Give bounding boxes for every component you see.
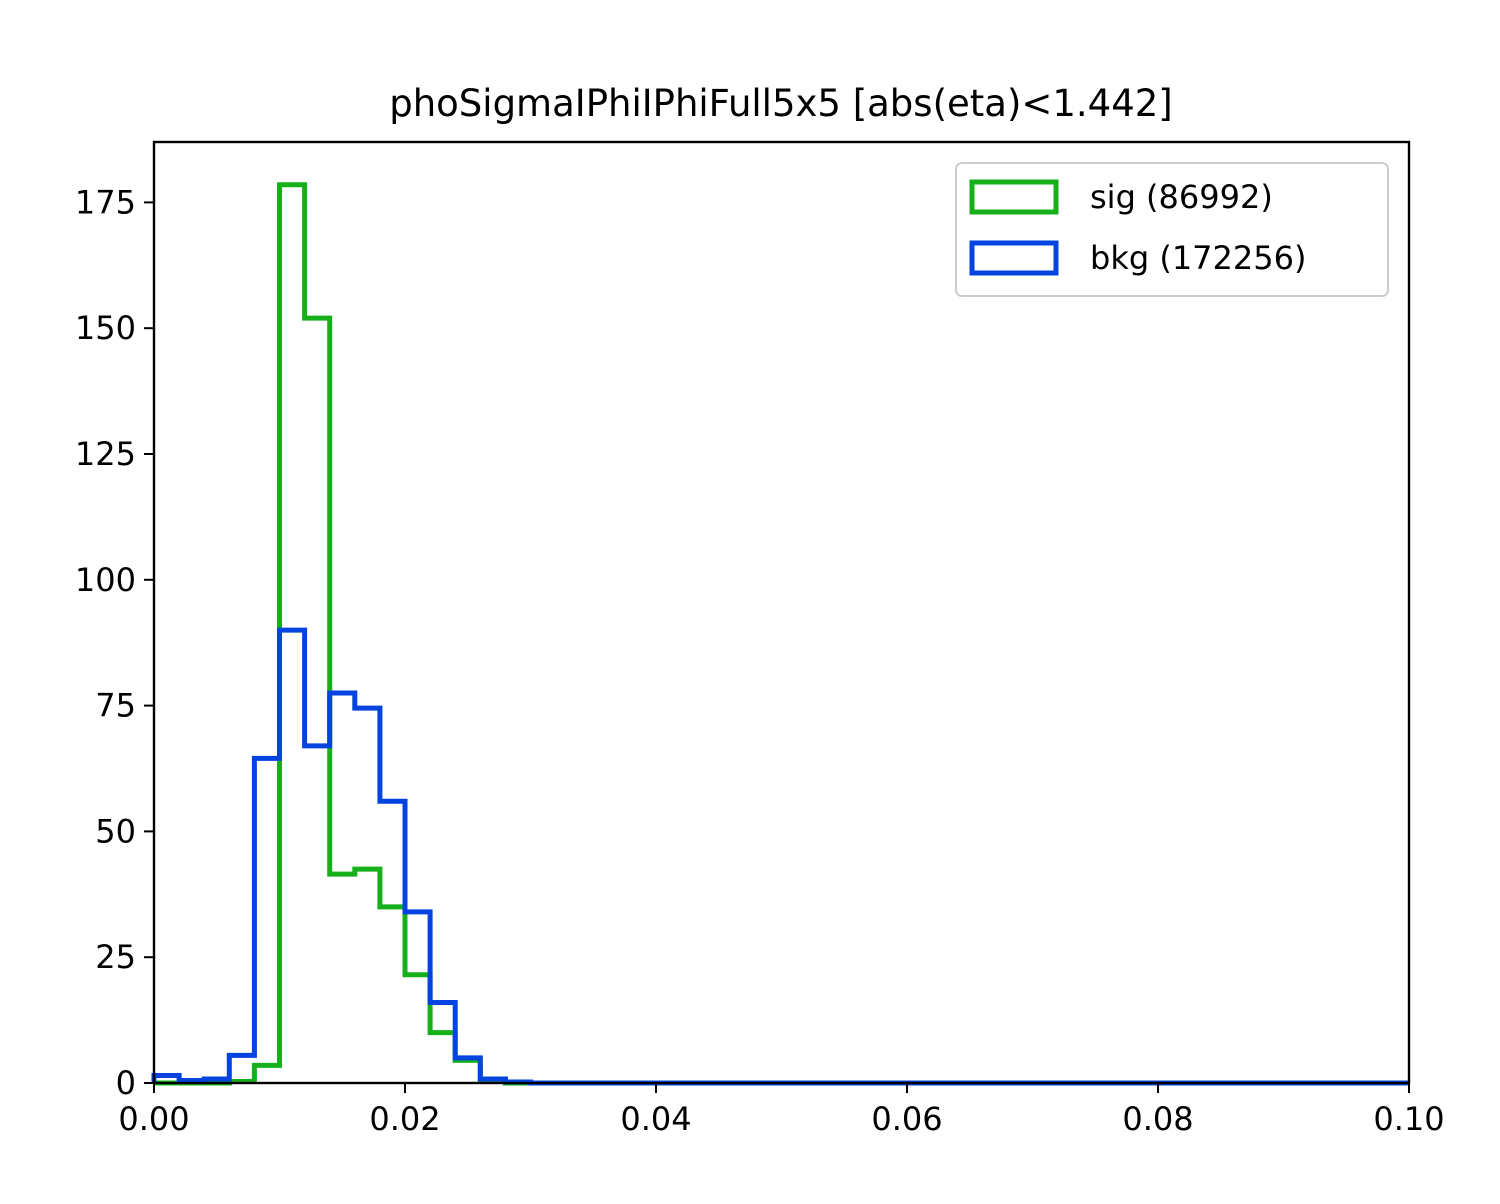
plot-frame [152, 140, 1411, 1085]
legend-box [955, 162, 1389, 297]
y-tick-label: 75 [95, 687, 136, 725]
y-tick-label: 150 [75, 309, 136, 347]
axes-layer: 0.00 0.02 0.04 0.06 0.08 0.10 0 25 50 75 100 125 150… [75, 140, 1445, 1138]
x-tick-label: 0.00 [118, 1100, 189, 1138]
y-tick-label: 25 [95, 938, 136, 976]
legend-label: bkg (172256) [1090, 239, 1306, 277]
y-tick-label: 0 [116, 1064, 136, 1102]
x-tick-label: 0.10 [1373, 1100, 1444, 1138]
y-tick-label: 50 [95, 812, 136, 850]
series-layer [151, 182, 1409, 1086]
series-line-1 [151, 627, 1409, 1086]
chart-title: phoSigmaIPhiIPhiFull5x5 [abs(eta)<1.442] [389, 82, 1173, 125]
legend: sig (86992) bkg (172256) [955, 162, 1389, 297]
x-tick-label: 0.08 [1122, 1100, 1193, 1138]
x-tick-label: 0.02 [369, 1100, 440, 1138]
x-tick-label: 0.06 [871, 1100, 942, 1138]
legend-swatch [969, 240, 1059, 276]
legend-label: sig (86992) [1090, 178, 1273, 216]
series-line-0 [154, 182, 1409, 1086]
y-tick-label: 125 [75, 435, 136, 473]
series-1 [151, 627, 1409, 1086]
y-tick-label: 100 [75, 561, 136, 599]
y-tick-label: 175 [75, 183, 136, 221]
x-tick-label: 0.04 [620, 1100, 691, 1138]
legend-swatch [969, 179, 1059, 215]
series-0 [154, 182, 1409, 1086]
